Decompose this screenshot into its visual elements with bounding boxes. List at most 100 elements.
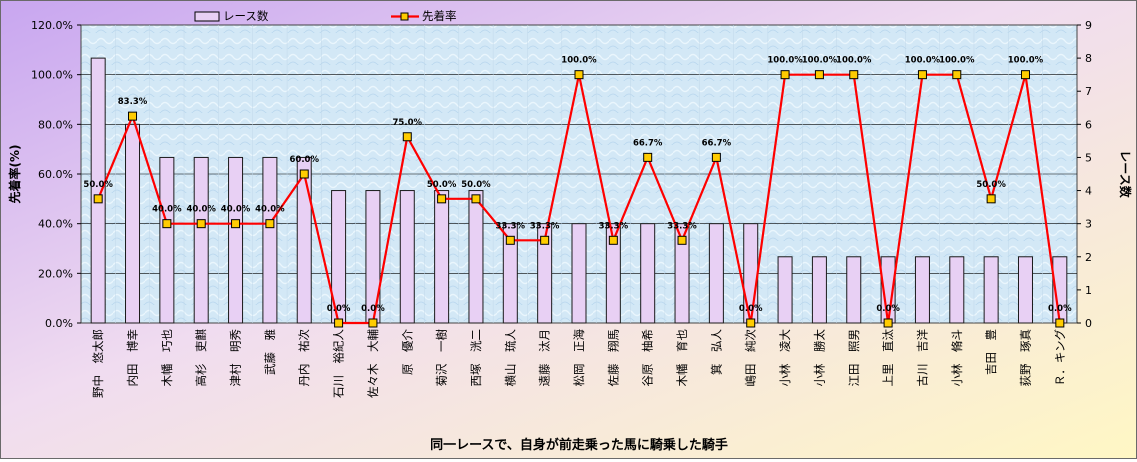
y-left-tick-label: 40.0% bbox=[38, 218, 73, 231]
bar bbox=[434, 190, 450, 324]
bar bbox=[811, 256, 827, 324]
bar bbox=[605, 223, 621, 324]
line-marker bbox=[608, 235, 618, 245]
y-left-tick-label: 60.0% bbox=[38, 168, 73, 181]
data-label: 40.0% bbox=[152, 205, 182, 215]
data-label: 33.3% bbox=[599, 221, 629, 231]
x-category-label: 菊沢 一樹 bbox=[435, 329, 449, 387]
line-marker bbox=[883, 318, 893, 328]
y-axis-left-title: 先着率(%) bbox=[7, 145, 22, 204]
bar bbox=[399, 190, 415, 324]
y-left-tick-label: 20.0% bbox=[38, 267, 73, 280]
gridlines bbox=[81, 25, 1077, 323]
line-marker bbox=[574, 70, 584, 80]
bar bbox=[537, 223, 553, 324]
line-marker bbox=[368, 318, 378, 328]
bar bbox=[949, 256, 965, 324]
bar bbox=[90, 57, 106, 324]
x-category-label: 原 優介 bbox=[400, 329, 414, 375]
line-marker bbox=[231, 219, 241, 229]
x-category-label: 野中 悠太郎 bbox=[91, 329, 105, 398]
data-label: 50.0% bbox=[427, 180, 457, 190]
x-category-label: 高杉 吏麒 bbox=[194, 329, 208, 387]
y-right-tick-label: 8 bbox=[1085, 52, 1092, 65]
legend-marker-swatch bbox=[400, 12, 409, 21]
legend: レース数 先着率 bbox=[194, 9, 457, 23]
bars bbox=[90, 57, 1068, 324]
legend-bar-swatch bbox=[194, 11, 220, 22]
data-label: 0.0% bbox=[739, 304, 763, 314]
data-label: 66.7% bbox=[633, 138, 663, 148]
line-marker bbox=[265, 219, 275, 229]
x-category-label: 小林 脩斗 bbox=[950, 329, 964, 387]
line-marker bbox=[746, 318, 756, 328]
bar bbox=[983, 256, 999, 324]
data-label: 83.3% bbox=[118, 97, 148, 107]
x-category-label: 木幡 巧也 bbox=[160, 329, 174, 387]
y-axis-right: 0 1 2 3 4 5 6 7 8 9 bbox=[1077, 19, 1092, 330]
x-category-label: 木幡 育也 bbox=[675, 329, 689, 387]
data-label: 100.0% bbox=[836, 56, 872, 66]
line-marker bbox=[814, 70, 824, 80]
y-left-tick-label: 0.0% bbox=[45, 317, 73, 330]
bar bbox=[777, 256, 793, 324]
data-label: 0.0% bbox=[1048, 304, 1072, 314]
line-marker bbox=[471, 194, 481, 204]
chart-title: 同一レースで、自身が前走乗った馬に騎乗した騎手 bbox=[430, 437, 728, 453]
y-left-tick-label: 100.0% bbox=[31, 69, 73, 82]
x-axis-categories: 野中 悠太郎 内田 博幸 木幡 巧也 高杉 吏麒 津村 明秀 武藤 雅 丹内 祐次 石川 裕紀… bbox=[91, 329, 1067, 398]
line-marker bbox=[299, 169, 309, 179]
data-label: 75.0% bbox=[393, 118, 423, 128]
x-category-label: 内田 博幸 bbox=[126, 329, 140, 387]
data-label: 66.7% bbox=[702, 138, 732, 148]
data-label: 50.0% bbox=[976, 180, 1006, 190]
data-label: 40.0% bbox=[255, 205, 285, 215]
x-category-label: 嶋田 純次 bbox=[744, 329, 758, 387]
y-left-tick-label: 120.0% bbox=[31, 19, 73, 32]
bar bbox=[571, 223, 587, 324]
line-marker bbox=[1020, 70, 1030, 80]
data-label: 100.0% bbox=[939, 56, 975, 66]
data-label: 50.0% bbox=[83, 180, 113, 190]
line-markers bbox=[93, 70, 1065, 328]
line-marker bbox=[711, 152, 721, 162]
y-right-tick-label: 7 bbox=[1085, 85, 1092, 98]
x-category-label: 上里 直汰 bbox=[881, 329, 895, 387]
x-category-label: 松岡 正海 bbox=[572, 329, 586, 387]
bar bbox=[914, 256, 930, 324]
y-right-tick-label: 9 bbox=[1085, 19, 1092, 32]
line-marker bbox=[986, 194, 996, 204]
x-category-label: 石川 裕紀人 bbox=[332, 329, 346, 398]
line-marker bbox=[540, 235, 550, 245]
x-category-label: 西塚 洸二 bbox=[469, 329, 483, 387]
x-category-label: 小林 勝太 bbox=[812, 329, 826, 387]
bar bbox=[674, 223, 690, 324]
data-label: 100.0% bbox=[561, 56, 597, 66]
line-marker bbox=[437, 194, 447, 204]
x-category-label: 吉田 豊 bbox=[984, 329, 998, 375]
bar bbox=[1017, 256, 1033, 324]
data-label: 0.0% bbox=[361, 304, 385, 314]
x-category-label: 江田 照男 bbox=[847, 329, 861, 387]
line-marker bbox=[643, 152, 653, 162]
x-category-label: 遠藤 汰月 bbox=[538, 329, 552, 387]
line-marker bbox=[505, 235, 515, 245]
line-marker bbox=[162, 219, 172, 229]
y-right-tick-label: 1 bbox=[1085, 284, 1092, 297]
line-marker bbox=[334, 318, 344, 328]
bar bbox=[296, 156, 312, 324]
bar bbox=[468, 190, 484, 324]
data-label: 40.0% bbox=[221, 205, 251, 215]
x-category-label: 佐藤 翔馬 bbox=[606, 329, 620, 387]
x-category-label: 丹内 祐次 bbox=[297, 329, 311, 387]
y-right-tick-label: 0 bbox=[1085, 317, 1092, 330]
y-right-tick-label: 6 bbox=[1085, 118, 1092, 131]
bar bbox=[708, 223, 724, 324]
x-category-label: 荻野 琢真 bbox=[1018, 329, 1032, 387]
y-right-tick-label: 4 bbox=[1085, 185, 1092, 198]
data-label: 100.0% bbox=[1008, 56, 1044, 66]
bar bbox=[640, 223, 656, 324]
x-category-label: Ｒ．キング bbox=[1053, 329, 1067, 387]
x-category-label: 武藤 雅 bbox=[263, 329, 277, 375]
